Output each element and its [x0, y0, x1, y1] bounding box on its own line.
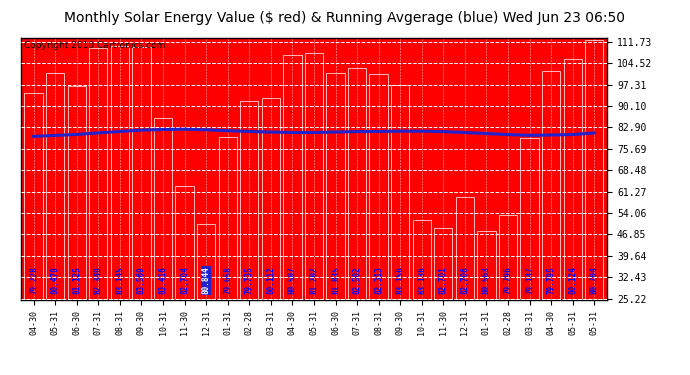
Bar	[46, 73, 64, 298]
Text: Monthly Solar Energy Value ($ red) & Running Avgerage (blue) Wed Jun 23 06:50: Monthly Solar Energy Value ($ red) & Run…	[64, 11, 626, 25]
Text: 83.416: 83.416	[159, 266, 168, 294]
Text: 82.701: 82.701	[439, 266, 448, 294]
Text: 79.735: 79.735	[245, 266, 254, 294]
Text: 79.795: 79.795	[546, 266, 555, 294]
Text: 80.124: 80.124	[568, 266, 578, 294]
Bar	[391, 85, 409, 298]
Bar	[110, 46, 129, 298]
Text: 80.844: 80.844	[201, 266, 210, 294]
Bar	[585, 40, 604, 298]
Text: 79.658: 79.658	[223, 266, 233, 294]
Bar	[175, 186, 194, 298]
Text: 82.502: 82.502	[353, 266, 362, 294]
Bar	[262, 99, 280, 298]
Text: 82.706: 82.706	[460, 266, 469, 294]
Text: 79.796: 79.796	[504, 266, 513, 294]
Text: 81.835: 81.835	[331, 266, 340, 294]
Text: 79.228: 79.228	[29, 266, 38, 294]
Text: 80.112: 80.112	[266, 266, 275, 294]
Bar	[305, 53, 323, 298]
Text: 81.125: 81.125	[72, 266, 81, 294]
Bar	[326, 73, 345, 298]
Bar	[542, 70, 560, 298]
Text: 80.478: 80.478	[50, 266, 60, 294]
Bar	[24, 93, 43, 298]
Bar	[434, 228, 453, 298]
Bar	[68, 86, 86, 298]
Text: 82.313: 82.313	[374, 266, 383, 294]
Bar	[348, 68, 366, 298]
Bar	[369, 75, 388, 298]
Text: 80.704: 80.704	[590, 266, 599, 294]
Text: 83.145: 83.145	[115, 266, 124, 294]
Bar	[154, 118, 172, 298]
Text: 82.704: 82.704	[180, 266, 189, 294]
Text: 83.136: 83.136	[417, 266, 426, 294]
Text: 79.147: 79.147	[525, 266, 534, 294]
Bar	[564, 59, 582, 298]
Bar	[240, 100, 259, 298]
Text: 80.844: 80.844	[201, 266, 210, 294]
Text: Copyright 2010 Cartronics.com: Copyright 2010 Cartronics.com	[23, 42, 165, 51]
Text: 83.156: 83.156	[395, 266, 405, 294]
Bar	[477, 231, 495, 298]
Bar	[455, 198, 474, 298]
Bar	[197, 224, 215, 298]
Bar	[283, 56, 302, 298]
Text: 82.349: 82.349	[94, 266, 103, 294]
Bar	[132, 46, 150, 298]
Text: 81.202: 81.202	[309, 266, 319, 294]
Text: 80.563: 80.563	[482, 266, 491, 294]
Bar	[413, 220, 431, 298]
Bar	[89, 48, 108, 298]
Text: 83.569: 83.569	[137, 266, 146, 294]
Bar	[520, 138, 539, 298]
Bar	[219, 137, 237, 298]
Text: 80.507: 80.507	[288, 266, 297, 294]
Bar	[499, 215, 518, 298]
